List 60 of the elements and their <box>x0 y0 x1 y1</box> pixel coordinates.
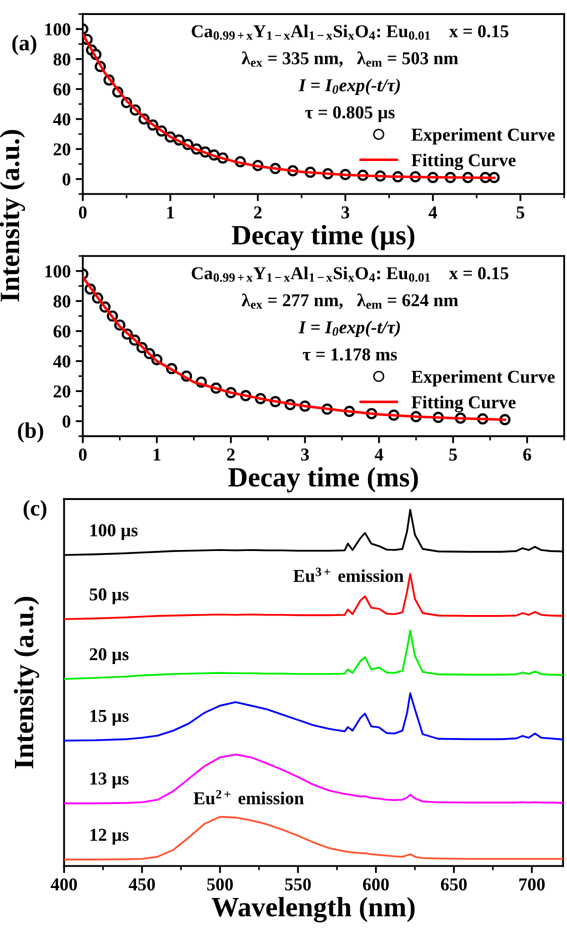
legend-label: Fitting Curve <box>412 396 516 412</box>
x-tick-label: 5 <box>449 448 457 461</box>
text: (a) <box>12 34 36 56</box>
x-tick-label: 1 <box>167 206 174 218</box>
annotation: I = I$_{0}$exp(-t/τ) <box>298 320 400 338</box>
y-tick-label: 40 <box>53 355 70 368</box>
series-label: 12 µs <box>90 828 129 845</box>
y-tick-label: 100 <box>45 23 70 36</box>
x-tick-label: 650 <box>440 878 467 890</box>
series-label: 100 µs <box>90 524 138 540</box>
legend-label: Experiment Curve <box>412 370 555 387</box>
y-tick-label: 20 <box>54 143 70 156</box>
x-tick-label: 2 <box>254 206 262 218</box>
y-tick-label: 20 <box>54 385 70 398</box>
text: Ca$_{0.99+x}$Y$_{1−x}$Al$_{1−x}$Si$_{x}$O$_{4}$: Eu$_{0.01}$ x = 0.15 <box>192 266 508 282</box>
text: Ca$_{0.99+x}$Y$_{1−x}$Al$_{1−x}$Si$_{x}$O$_{4}$: Eu$_{0.01}$ x = 0.15 <box>192 24 508 40</box>
y-tick-label: 80 <box>54 53 70 66</box>
x-tick-label: 5 <box>516 206 524 219</box>
y-tick-label: 40 <box>53 113 70 126</box>
y-tick-label: 0 <box>62 173 70 186</box>
annotation: λ$_{ex}$ = 335 nm, λ$_{em}$ = 503 nm <box>242 51 458 67</box>
y-axis-title: Intensity (a.u.) <box>14 596 40 768</box>
y-axis-title: Intensity (a.u.) <box>0 130 26 302</box>
y-tick-label: 0 <box>62 415 70 428</box>
x-tick-label: 0 <box>78 206 87 219</box>
legend-label: Experiment Curve <box>412 128 555 144</box>
x-tick-label: 450 <box>128 878 155 890</box>
x-tick-label: 700 <box>519 878 545 890</box>
x-tick-label: 3 <box>301 448 309 461</box>
annotation: I = I$_{0}$exp(-t/τ) <box>298 78 400 96</box>
x-tick-label: 4 <box>428 206 438 218</box>
annotation: τ = 0.805 µs <box>305 106 395 122</box>
x-tick-label: 400 <box>50 878 77 890</box>
x-tick-label: 2 <box>227 448 235 461</box>
series-label: 15 µs <box>90 710 129 726</box>
y-tick-label: 80 <box>54 295 70 308</box>
annotation: Eu$^{2+}$ emission <box>194 790 304 804</box>
x-axis-title: Wavelength (nm) <box>212 896 415 922</box>
x-tick-label: 1 <box>154 448 160 461</box>
series-label: 13 µs <box>90 772 129 788</box>
annotation: τ = 1.178 ms <box>302 348 397 361</box>
text: (b) <box>18 422 44 443</box>
x-tick-label: 6 <box>523 448 532 461</box>
x-axis-title: Decay time (ms) <box>228 467 418 492</box>
legend-label: Fitting Curve <box>412 154 516 170</box>
x-tick-label: 3 <box>342 206 350 219</box>
series-label: 50 µs <box>90 588 129 604</box>
x-tick-label: 4 <box>374 448 384 461</box>
series-label: 20 µs <box>90 648 129 664</box>
x-tick-label: 500 <box>207 878 233 890</box>
y-tick-label: 100 <box>45 265 70 278</box>
x-axis-title: Decay time (µs) <box>232 224 414 250</box>
annotation: λ$_{ex}$ = 277 nm, λ$_{em}$ = 624 nm <box>242 293 458 309</box>
x-tick-label: 0 <box>78 448 87 461</box>
x-tick-label: 550 <box>285 878 311 890</box>
y-tick-label: 60 <box>54 325 70 338</box>
x-tick-label: 600 <box>362 878 389 890</box>
annotation: Eu$^{3+}$ emission <box>293 568 404 582</box>
text: (c) <box>24 500 46 520</box>
y-tick-label: 60 <box>54 83 70 96</box>
